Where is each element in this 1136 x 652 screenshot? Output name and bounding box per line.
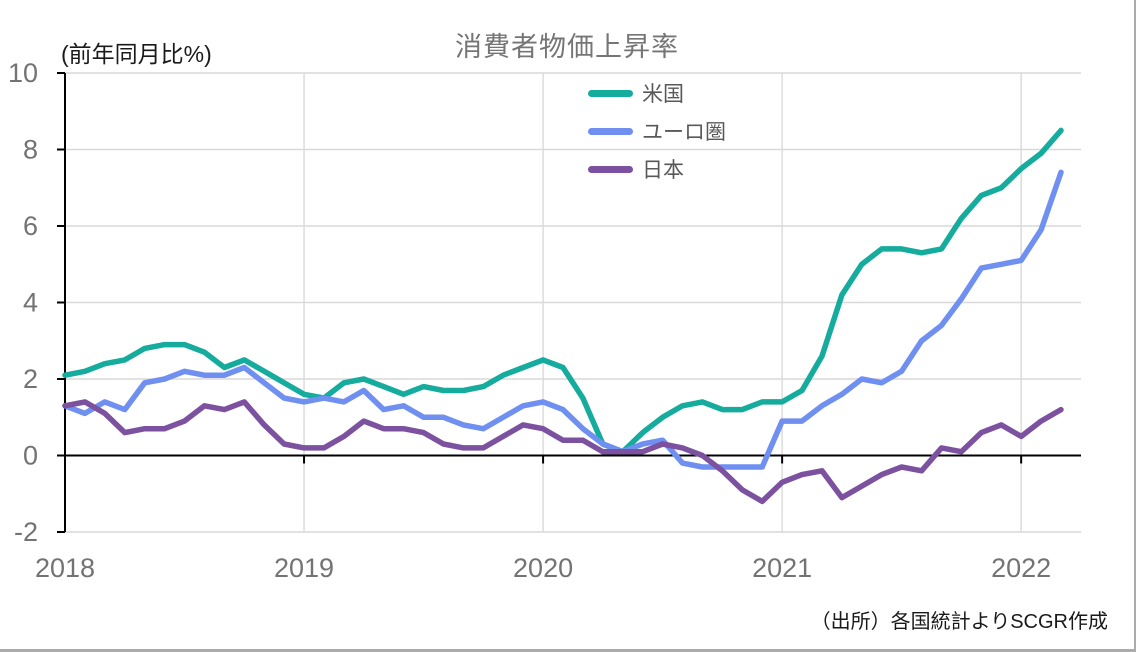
- series-line-0: [62, 127, 1064, 455]
- legend-label: 米国: [642, 83, 684, 106]
- y-tick-label: -2: [14, 517, 38, 547]
- legend-label: ユーロ圏: [642, 121, 726, 144]
- series-line-2: [62, 399, 1064, 505]
- legend-label: 日本: [642, 159, 684, 182]
- series-line-1: [62, 169, 1064, 470]
- legend-swatch-icon: [588, 89, 633, 97]
- legend-item-2: 日本: [588, 150, 726, 188]
- x-tick-label: 2021: [752, 553, 812, 583]
- y-tick-label: 6: [23, 211, 38, 241]
- x-tick-label: 2022: [991, 553, 1051, 583]
- x-tick-label: 2018: [35, 553, 95, 583]
- y-tick-label: 10: [8, 58, 38, 88]
- x-tick-label: 2020: [513, 553, 573, 583]
- y-axis-unit-label: (前年同月比%): [61, 41, 212, 67]
- chart-title: 消費者物価上昇率: [455, 32, 679, 62]
- legend-swatch-icon: [588, 165, 633, 173]
- y-tick-label: 8: [23, 135, 38, 165]
- y-tick-label: 2: [23, 364, 38, 394]
- legend-item-1: ユーロ圏: [588, 112, 726, 150]
- y-tick-label: 4: [23, 288, 38, 318]
- x-tick-label: 2019: [274, 553, 334, 583]
- legend: 米国 ユーロ圏 日本: [588, 74, 726, 188]
- source-note: （出所）各国統計よりSCGR作成: [810, 611, 1108, 633]
- legend-item-0: 米国: [588, 74, 726, 112]
- legend-swatch-icon: [588, 127, 633, 135]
- y-tick-label: 0: [23, 441, 38, 471]
